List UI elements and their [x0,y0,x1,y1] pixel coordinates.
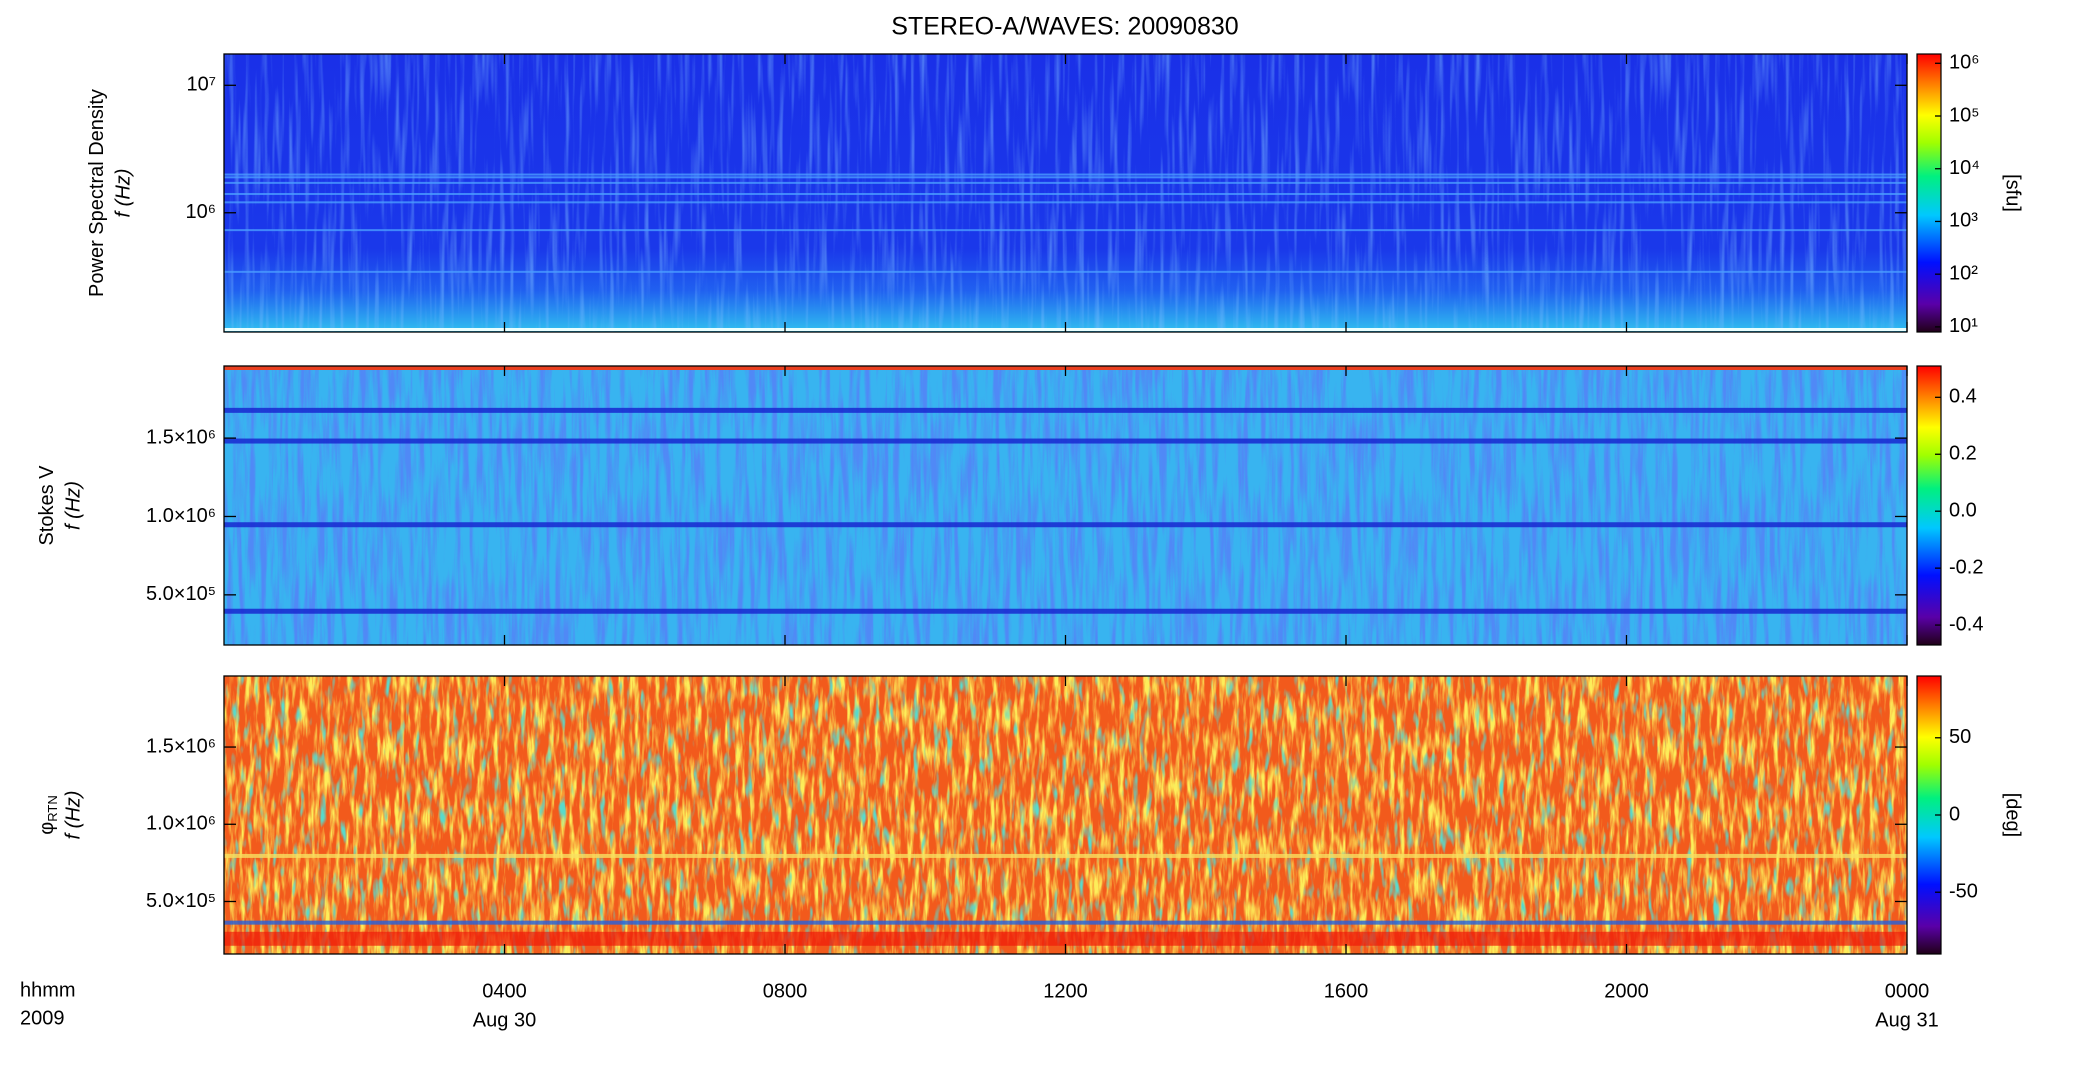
colorbar [1916,365,1942,646]
colorbar-tick-label: 0 [1949,803,1960,825]
colorbar-tick-label: 10⁶ [1949,52,1979,74]
y-axis-label-2: f (Hz) [62,481,84,530]
y-tick-label: 10⁶ [186,201,216,223]
image-layer [224,676,1907,954]
band [224,920,1907,925]
band [224,522,1907,528]
spectrogram-image [224,54,1907,332]
colorbar-tick-label: 0.4 [1949,386,1977,408]
colorbar-tick-label: -0.2 [1949,556,1983,578]
band [224,931,1907,946]
colorbar-tick-label: 10⁴ [1949,157,1980,179]
y-axis-label-2: f (Hz) [62,791,84,840]
y-axis-label-2: f (Hz) [112,169,134,218]
y-tick-label: 1.5×10⁶ [146,426,216,448]
colorbar-tick-label: 50 [1949,726,1971,748]
x-tick-label: 1600 [1324,980,1369,1002]
colorbar-tick-label: 0.0 [1949,499,1977,521]
band [224,407,1907,413]
band [224,853,1907,858]
colorbar-tick-label: 0.2 [1949,443,1977,465]
spectrogram-image [224,366,1907,645]
x-tick-label: 0400 [482,980,527,1002]
x-tick-label: 0800 [763,980,808,1002]
y-axis-label-main: Stokes V [36,465,58,546]
y-axis-label-main: φ [36,822,58,835]
x-date-label: Aug 31 [1875,1009,1938,1031]
y-tick-label: 1.0×10⁶ [146,505,216,527]
y-axis-label-main: Power Spectral Density [86,89,108,297]
band [224,193,1907,195]
x-tick-label: 0000 [1885,980,1930,1002]
band [224,229,1907,232]
chart-title: STEREO-A/WAVES: 20090830 [891,13,1238,41]
y-axis-label: φRTN [36,795,60,834]
y-tick-label: 1.0×10⁶ [146,813,216,835]
colorbar-tick-label: 10³ [1949,210,1978,232]
colorbar-label: [deg] [2002,793,2024,837]
spectrogram-image [224,676,1907,954]
y-tick-label: 10⁷ [187,74,216,96]
colorbar-tick-label: 10⁵ [1949,104,1980,126]
image-noise [224,676,1907,954]
band [224,173,1907,176]
image-layer [224,366,1907,645]
colorbar-tick-label: -0.4 [1949,613,1983,635]
colorbar-tick-label: 10¹ [1949,315,1978,337]
y-axis-label: Stokes V [36,465,58,546]
colorbar-tick-label: -50 [1949,881,1978,903]
band [224,176,1907,179]
x-tick-label: 2000 [1604,980,1649,1002]
x-date-label: Aug 30 [473,1009,536,1031]
colorbar-label: [sfu] [2002,174,2024,212]
y-tick-label: 1.5×10⁶ [146,735,216,757]
band [224,201,1907,204]
band [224,438,1907,444]
time-unit-label: hhmm [20,979,76,1001]
colorbar-tick-label: 10² [1949,262,1978,284]
band [224,608,1907,614]
image-layer [224,54,1907,332]
y-axis-label-subscript: RTN [45,795,60,821]
y-tick-label: 5.0×10⁵ [146,890,216,912]
band [224,270,1907,273]
band [224,181,1907,184]
y-tick-label: 5.0×10⁵ [146,583,216,605]
colorbar [1916,53,1942,333]
year-label: 2009 [20,1007,65,1029]
y-axis-label: Power Spectral Density [86,89,108,297]
x-tick-label: 1200 [1043,980,1088,1002]
